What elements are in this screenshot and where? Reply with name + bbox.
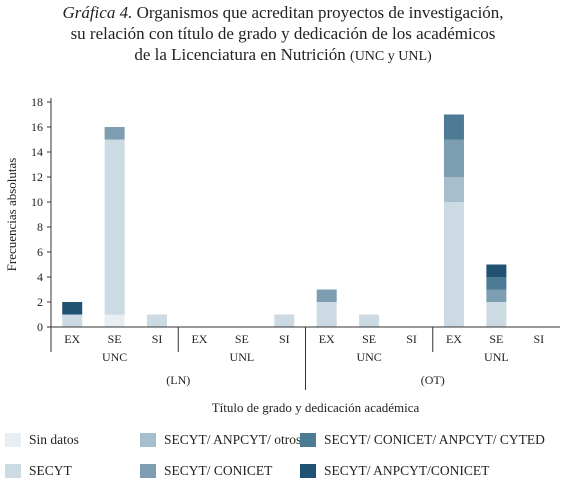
legend-swatch <box>300 433 316 447</box>
bar-segment <box>62 314 83 327</box>
legend-label: SECYT/ CONICET <box>164 463 273 478</box>
x-group-label: UNC <box>356 350 381 364</box>
y-tick-label: 12 <box>31 170 43 184</box>
y-tick-label: 6 <box>37 245 43 259</box>
bar-segment <box>316 302 337 327</box>
bar-segment <box>443 177 464 202</box>
x-tick-label: SE <box>489 332 503 346</box>
x-tick-label: EX <box>446 332 462 346</box>
x-tick-label: SE <box>108 332 122 346</box>
legend-label: SECYT/ CONICET/ ANPCYT/ CYTED <box>324 432 545 447</box>
chart-title: Gráfica 4. Organismos que acreditan proy… <box>0 2 566 67</box>
legend-label: SECYT/ ANPCYT/CONICET <box>324 463 490 478</box>
x-tick-label: SI <box>406 332 417 346</box>
legend-item: SECYT/ CONICET <box>140 463 272 479</box>
y-axis-label: Frecuencias absolutas <box>4 158 19 272</box>
y-tick-label: 8 <box>37 220 43 234</box>
x-axis-label: Título de grado y dedicación académica <box>212 400 420 415</box>
x-tick-label: SE <box>235 332 249 346</box>
y-tick-label: 0 <box>37 320 43 334</box>
x-group-label: UNL <box>230 350 255 364</box>
y-tick-label: 10 <box>31 195 43 209</box>
y-tick-label: 14 <box>31 145 43 159</box>
legend-swatch <box>5 464 21 478</box>
legend-item: SECYT <box>5 463 72 479</box>
bar-segment <box>104 127 125 140</box>
x-group-label: UNC <box>102 350 127 364</box>
bar-segment <box>443 139 464 177</box>
legend-swatch <box>300 464 316 478</box>
stacked-bar-chart: 0 2 4 6 8 10 12 14 16 18 Frecuencias absolutas EX SE… <box>4 95 560 415</box>
x-tick-label: SI <box>533 332 544 346</box>
legend-swatch <box>5 433 21 447</box>
legend-item: SECYT/ ANPCYT/CONICET <box>300 463 489 479</box>
title-line1: Organismos que acreditan proyectos de in… <box>136 3 504 22</box>
legend-label: SECYT/ ANPCYT/ otros <box>164 432 302 447</box>
x-supergroup-label: (LN) <box>166 373 190 387</box>
bar-segment <box>486 277 507 290</box>
legend-item: SECYT/ ANPCYT/ otros <box>140 432 301 448</box>
bar-segment <box>486 289 507 302</box>
title-line2: su relación con título de grado y dedica… <box>70 24 496 43</box>
bar-segment <box>486 264 507 277</box>
legend-swatch <box>140 433 156 447</box>
bar-segment <box>274 314 295 327</box>
bar-segment <box>104 314 125 327</box>
title-line3: de la Licenciatura en Nutrición <box>134 45 346 64</box>
x-tick-label: EX <box>319 332 335 346</box>
y-tick-label: 2 <box>37 295 43 309</box>
x-supergroup-label: (OT) <box>421 373 445 387</box>
x-tick-label: EX <box>64 332 80 346</box>
x-tick-label: SI <box>279 332 290 346</box>
chart-legend: Sin datos SECYT SECYT/ ANPCYT/ otros SECYT/… <box>0 426 566 483</box>
y-tick-label: 16 <box>31 120 43 134</box>
x-tick-label: SE <box>362 332 376 346</box>
title-line3-small: (UNC y UNL) <box>350 49 432 64</box>
legend-item: Sin datos <box>5 432 79 448</box>
legend-item: SECYT/ CONICET/ ANPCYT/ CYTED <box>300 432 545 448</box>
legend-label: Sin datos <box>29 432 79 447</box>
bar-segment <box>443 114 464 140</box>
y-tick-label: 18 <box>31 95 43 109</box>
bar-segment <box>316 289 337 302</box>
x-group-label: UNL <box>484 350 509 364</box>
bar-segment <box>62 302 83 315</box>
y-tick-label: 4 <box>37 270 43 284</box>
title-label: Gráfica 4. <box>62 3 133 22</box>
legend-label: SECYT <box>29 463 72 478</box>
bar-segment <box>443 202 464 327</box>
x-tick-label: SI <box>152 332 163 346</box>
legend-swatch <box>140 464 156 478</box>
bar-segment <box>104 139 125 315</box>
bar-segment <box>359 314 380 327</box>
bar-segment <box>147 314 168 327</box>
x-tick-label: EX <box>191 332 207 346</box>
bar-segment <box>486 302 507 327</box>
